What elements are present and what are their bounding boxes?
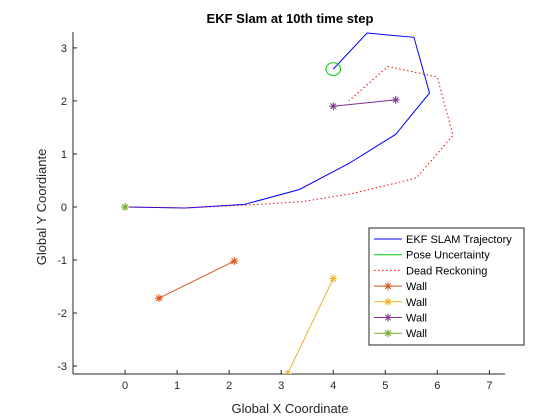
series-6-marker-stroke [121, 203, 129, 211]
legend-label: Wall [406, 313, 427, 325]
y-tick-label: 3 [61, 43, 67, 55]
legend-label: Pose Uncertainty [406, 250, 490, 262]
series-4-marker-stroke [286, 370, 291, 374]
x-tick-label: 4 [330, 380, 336, 392]
series-0-line [125, 32, 431, 209]
legend-marker [384, 297, 392, 306]
legend-marker-stroke [384, 282, 392, 290]
series-3-marker-stroke [155, 295, 163, 302]
series-2-line [125, 65, 454, 209]
legend-label: EKF SLAM Trajectory [406, 234, 512, 246]
series-5-line [333, 99, 396, 107]
series-3-marker [154, 294, 163, 303]
legend-marker-stroke [384, 298, 392, 305]
legend-marker [384, 282, 392, 291]
series-5-marker [329, 102, 338, 111]
x-axis-label: Global X Coordinate [231, 401, 348, 416]
legend-marker [384, 329, 392, 338]
plot-area: 0 1 2 3 4 5 6 7 -3 -2 -1 0 1 2 3 [57, 32, 505, 392]
legend-marker [384, 313, 392, 322]
x-tick-label: 3 [278, 380, 284, 392]
series-6-marker [121, 202, 130, 211]
legend: EKF SLAM Trajectory Pose Uncertainty Dead … [368, 227, 525, 346]
data-layer [121, 32, 454, 374]
x-tick-label: 5 [382, 380, 388, 392]
x-tick-label: 0 [122, 380, 128, 392]
x-tick-label: 1 [174, 380, 180, 392]
series-4-marker-stroke [330, 275, 337, 282]
legend-label: Wall [406, 328, 427, 340]
y-tick-label: 2 [61, 96, 67, 108]
legend-marker-stroke [384, 314, 392, 321]
x-tick-label: 6 [434, 380, 440, 392]
legend-label: Wall [406, 297, 427, 309]
y-tick-label: -1 [57, 255, 67, 267]
y-tick-label: -3 [57, 361, 67, 373]
series-3-marker [230, 257, 239, 266]
series-3-line [158, 260, 235, 299]
series-4-marker-stroke [284, 370, 289, 374]
chart-title: EKF Slam at 10th time step [207, 11, 374, 26]
series-3-marker-stroke [231, 257, 238, 265]
y-tick-label: -2 [57, 308, 67, 320]
y-axis-label: Global Y Coordiante [34, 149, 49, 266]
x-tick-label: 7 [486, 380, 492, 392]
series-4-line [286, 278, 334, 374]
legend-marker-stroke [384, 330, 392, 337]
legend-label: Dead Reckoning [406, 265, 487, 277]
y-tick-label: 0 [61, 202, 67, 214]
series-1-pose-uncertainty-ellipse [325, 62, 342, 76]
series-4-marker [283, 370, 292, 374]
series-5-marker-stroke [392, 96, 399, 104]
series-5-marker [391, 95, 400, 104]
series-5-marker-stroke [330, 103, 337, 110]
x-tick-label: 2 [226, 380, 232, 392]
y-tick-label: 1 [61, 149, 67, 161]
legend-label: Wall [406, 281, 427, 293]
series-4-marker [329, 274, 338, 283]
